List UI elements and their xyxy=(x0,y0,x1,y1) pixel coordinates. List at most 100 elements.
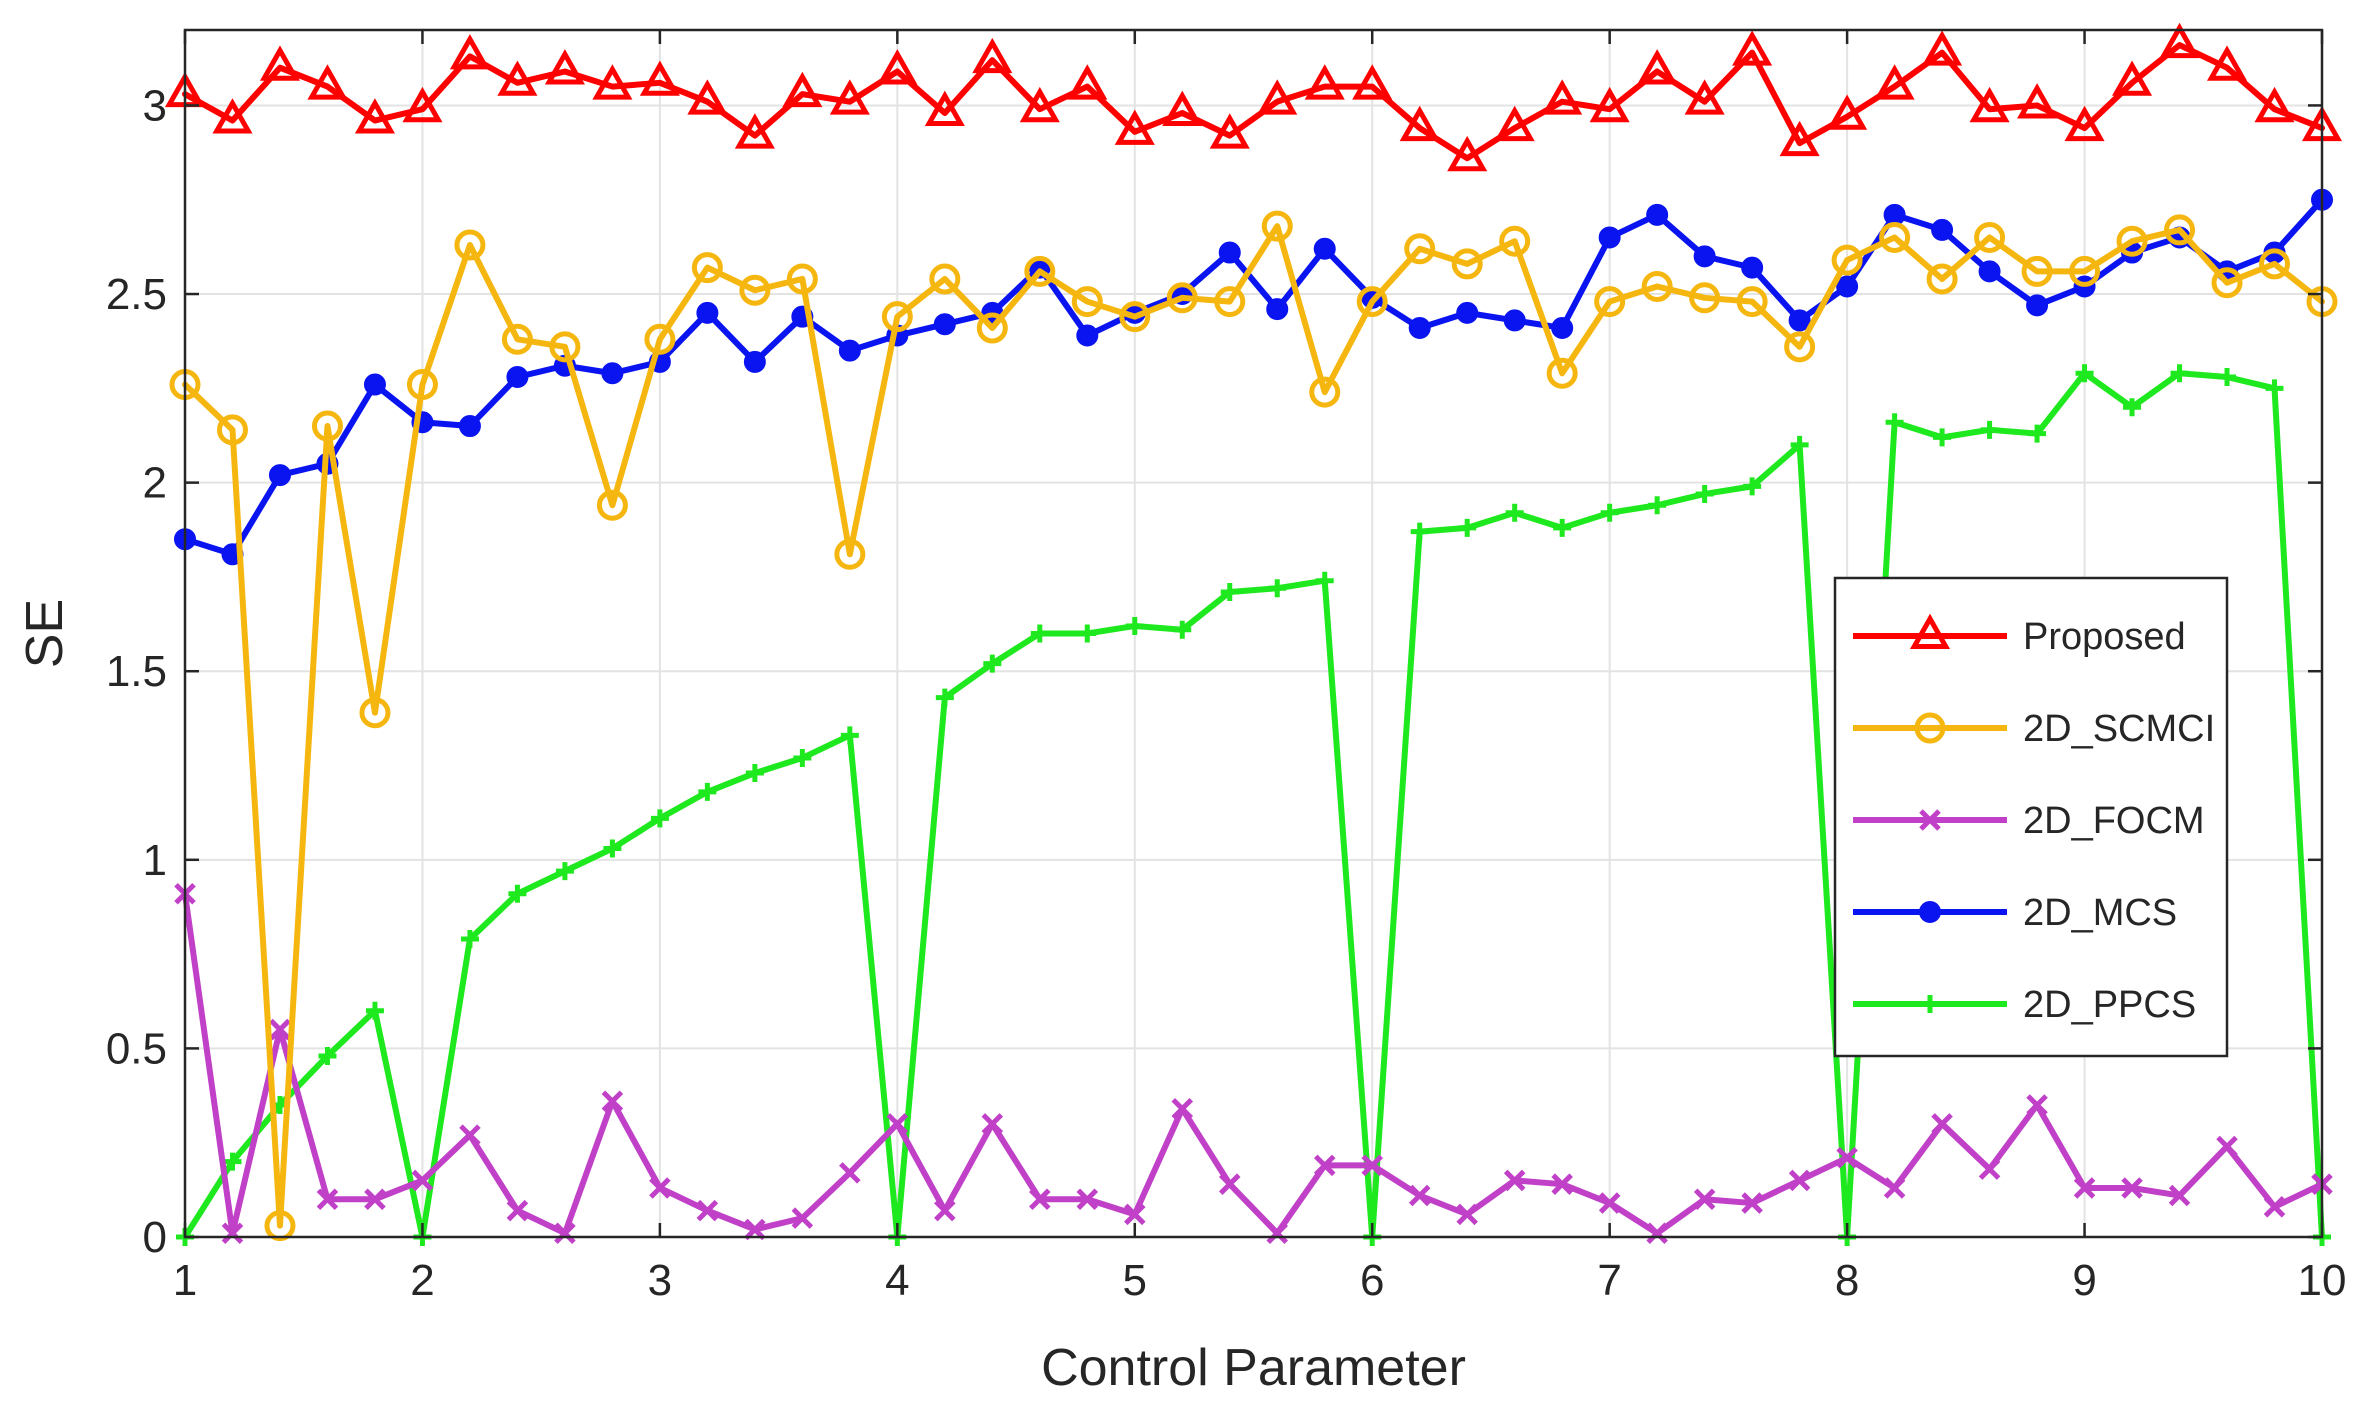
data-point-proposed xyxy=(639,60,680,96)
data-point-2d-focm xyxy=(554,1222,576,1244)
x-tick-label: 9 xyxy=(2072,1256,2096,1305)
data-point-2d-mcs xyxy=(458,415,481,438)
data-point-2d-scmci xyxy=(216,414,248,446)
data-point-2d-scmci xyxy=(1594,286,1626,318)
series-line-2d-focm xyxy=(182,890,2325,1237)
data-point-2d-focm xyxy=(1788,1169,1811,1192)
data-point-proposed xyxy=(544,49,585,85)
data-point-2d-focm xyxy=(1313,1154,1336,1177)
data-point-2d-mcs xyxy=(268,464,291,487)
data-point-2d-focm xyxy=(1836,1147,1858,1169)
data-point-2d-ppcs xyxy=(555,862,574,881)
data-point-2d-mcs xyxy=(1456,301,1479,324)
data-point-2d-mcs xyxy=(506,366,529,389)
data-point-2d-ppcs xyxy=(983,654,1002,673)
data-point-2d-scmci xyxy=(929,263,961,295)
data-point-2d-scmci xyxy=(1926,263,1958,295)
data-point-2d-ppcs xyxy=(223,1152,242,1171)
data-point-2d-ppcs xyxy=(793,748,812,767)
data-point-2d-ppcs xyxy=(1980,420,1999,439)
data-point-2d-ppcs xyxy=(840,726,859,745)
data-point-2d-ppcs xyxy=(1743,477,1762,496)
data-point-2d-mcs xyxy=(1408,316,1431,339)
data-point-proposed xyxy=(449,34,490,70)
y-tick-label: 3 xyxy=(143,81,167,130)
data-point-2d-ppcs xyxy=(318,1046,337,1065)
data-point-2d-mcs xyxy=(1218,241,1241,264)
data-point-2d-scmci xyxy=(1356,286,1388,318)
data-point-2d-focm xyxy=(1076,1188,1099,1211)
data-point-2d-focm xyxy=(316,1188,339,1211)
data-point-proposed xyxy=(687,79,728,115)
data-point-2d-ppcs xyxy=(2123,398,2142,417)
data-point-proposed xyxy=(1067,64,1108,100)
data-point-2d-ppcs xyxy=(1790,435,1809,454)
data-point-2d-focm xyxy=(2073,1177,2096,1199)
data-point-2d-focm xyxy=(2168,1184,2191,1207)
data-point-2d-focm xyxy=(1361,1154,1383,1177)
data-point-2d-scmci xyxy=(644,323,676,355)
data-point-proposed xyxy=(1257,79,1298,115)
series-layer xyxy=(164,22,2343,1246)
legend-label-proposed: Proposed xyxy=(2023,616,2186,658)
series-line-2d-scmci xyxy=(182,223,2325,1229)
data-point-2d-ppcs xyxy=(2028,424,2047,443)
plot-frame xyxy=(183,28,2324,1239)
data-point-2d-focm xyxy=(1266,1222,1289,1244)
data-point-2d-scmci xyxy=(1546,357,1578,389)
x-tick-label: 6 xyxy=(1360,1256,1384,1305)
series-line-2d-ppcs xyxy=(182,370,2325,1240)
data-point-2d-focm xyxy=(2216,1135,2238,1158)
data-point-2d-ppcs xyxy=(1933,428,1952,447)
legend-entry-2d-mcs: 2D_MCS xyxy=(1853,892,2177,934)
data-point-2d-focm xyxy=(886,1113,909,1135)
data-point-2d-scmci xyxy=(1451,248,1483,280)
data-point-2d-focm xyxy=(459,1124,481,1146)
data-point-2d-mcs xyxy=(601,362,624,385)
x-tick-label: 10 xyxy=(2298,1256,2347,1305)
data-point-2d-scmci xyxy=(1736,286,1768,318)
data-point-proposed xyxy=(1447,135,1488,172)
data-point-2d-mcs xyxy=(1503,309,1526,332)
data-point-2d-focm xyxy=(934,1199,956,1222)
data-point-2d-focm xyxy=(1503,1169,1526,1192)
data-point-2d-scmci xyxy=(2211,267,2243,299)
x-tick-label: 4 xyxy=(885,1256,909,1305)
legend-marker-2d-scmci xyxy=(1914,712,1946,744)
legend-box xyxy=(1833,576,2229,1058)
series-2d-scmci xyxy=(169,210,2338,1242)
legend-marker-2d-ppcs xyxy=(1921,995,1939,1013)
data-point-2d-ppcs xyxy=(1220,583,1239,602)
data-point-2d-focm xyxy=(1456,1203,1478,1226)
data-point-proposed xyxy=(212,98,253,134)
y-tick-label: 2.5 xyxy=(106,270,167,319)
data-point-2d-scmci xyxy=(1879,221,1911,253)
data-point-2d-ppcs xyxy=(1505,503,1524,522)
data-point-2d-focm xyxy=(1029,1188,1051,1211)
ticks: 1 2 3 4 5 6 7 8 9 10 0 0.5 1 1.5 2 2.5 3 xyxy=(106,30,2347,1305)
y-tick-label: 1.5 xyxy=(106,647,167,696)
data-point-2d-focm xyxy=(839,1162,861,1184)
data-point-2d-focm xyxy=(791,1207,814,1229)
legend-label-2d-ppcs: 2D_PPCS xyxy=(2023,984,2196,1026)
data-point-2d-focm xyxy=(1218,1173,1241,1195)
series-line-proposed xyxy=(182,42,2325,162)
data-point-2d-scmci xyxy=(1071,286,1103,318)
data-point-proposed xyxy=(1969,86,2010,123)
data-point-2d-ppcs xyxy=(2170,364,2189,383)
data-point-2d-ppcs xyxy=(460,930,479,949)
data-point-2d-mcs xyxy=(1598,226,1621,249)
data-point-2d-focm xyxy=(1741,1192,1763,1214)
data-point-2d-scmci xyxy=(406,369,438,401)
data-point-proposed xyxy=(2064,105,2105,142)
data-point-2d-scmci xyxy=(786,263,818,295)
data-point-proposed xyxy=(782,71,823,108)
data-point-proposed xyxy=(1494,105,1535,142)
data-point-2d-ppcs xyxy=(603,839,622,858)
x-tick-label: 5 xyxy=(1123,1256,1147,1305)
data-point-2d-ppcs xyxy=(650,809,669,828)
data-point-2d-focm xyxy=(601,1090,624,1112)
data-point-2d-mcs xyxy=(696,301,719,324)
data-point-proposed xyxy=(402,86,443,123)
x-tick-label: 8 xyxy=(1835,1256,1859,1305)
